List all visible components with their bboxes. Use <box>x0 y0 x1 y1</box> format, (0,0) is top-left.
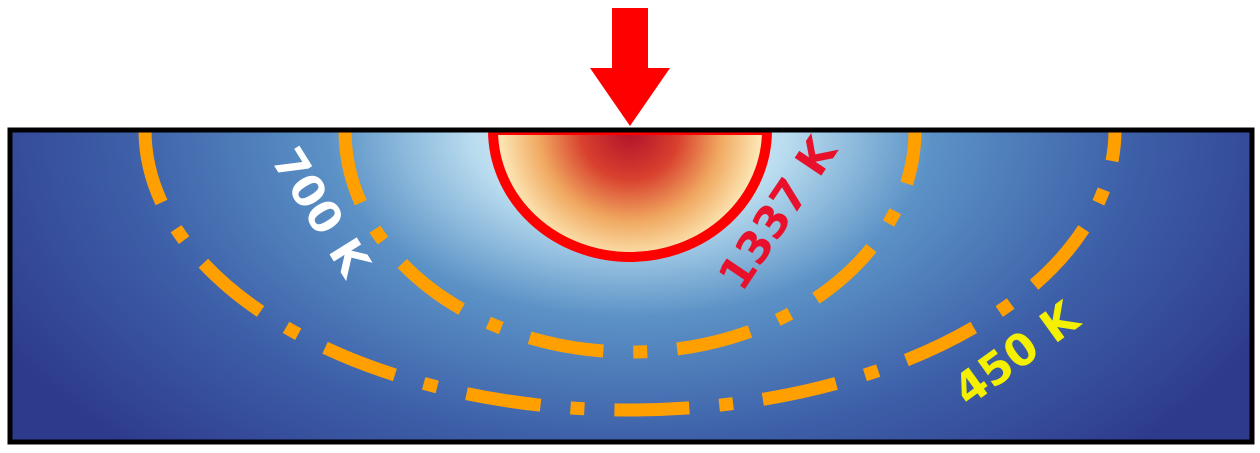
substrate-frame <box>7 127 1255 445</box>
down-arrow-icon <box>590 8 670 126</box>
isotherm-450k <box>138 130 1122 417</box>
isotherm-700k <box>338 130 922 359</box>
melt-pool <box>487 130 773 262</box>
